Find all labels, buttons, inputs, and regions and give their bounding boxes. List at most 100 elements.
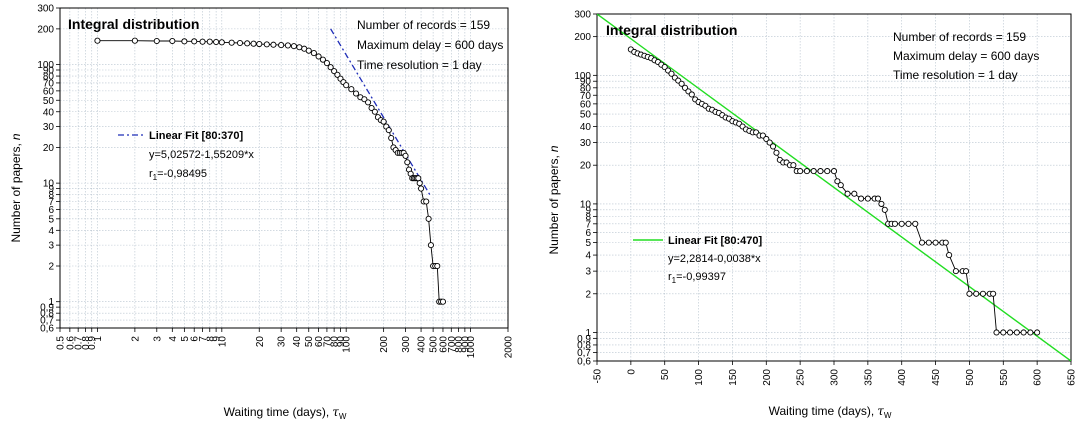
left-y-tick-label: 1 [48,297,54,308]
left-y-tick-label: 50 [43,96,55,107]
left-data-point [206,38,213,45]
left-x-tick-label: 30 [277,336,288,348]
right-data-point [1020,329,1027,336]
left-fit-line [330,28,431,195]
left-grid [59,7,509,329]
left-fit-line-segment [330,28,431,195]
left-data-point [439,298,447,305]
right-x-tick-label: 650 [1067,369,1078,386]
right-fit-line-segment [597,14,1071,361]
right-data-point [824,168,831,175]
left-data-point [218,39,225,46]
left-info-resolution: Time resolution = 1 day [357,58,482,72]
right-y-tick-label: 30 [580,138,592,149]
right-data-point [851,190,858,197]
left-data-point [94,37,101,44]
right-y-tick-label: 80 [580,83,592,94]
right-chart-panel: 0,60,70,80,91234567891020304050607080901… [547,10,1078,421]
left-data-point [270,41,277,48]
right-y-tick-label: 90 [580,77,592,88]
right-data-point [858,195,865,202]
left-y-tick-label: 0,6 [40,324,54,335]
right-legend: Linear Fit [80:470] y=2,2814-0,0038*x r1… [633,235,762,285]
right-data-point [830,168,838,175]
left-x-tick-label: 0.6 [65,336,76,350]
right-y-tick-label: 0,8 [577,340,591,351]
right-y-axis-title: Number of papers,n [547,145,561,254]
left-y-tick-label: 5 [48,214,54,225]
right-data-point [952,268,959,275]
right-y-tick-label: 2 [585,289,591,300]
left-data-point [380,118,387,125]
right-data-point [990,290,997,297]
right-data-point [878,200,885,207]
left-data-point [290,43,297,50]
right-x-tick-label: 600 [1033,369,1044,386]
right-data-point [1013,329,1020,336]
left-data-point [415,175,422,182]
left-x-tick-label: 10 [217,336,228,348]
left-y-tick-label: 0,9 [40,303,54,314]
left-fit-r: r1=-0,98495 [149,168,207,182]
left-x-tick-label: 90 [336,336,347,348]
right-chart-title: Integral distribution [606,22,737,38]
left-x-tick-label: 500 [429,336,440,353]
left-data-point [315,53,322,60]
left-data-point [250,40,257,47]
left-axis-ticks: 0,60,70,80,91234567891020304050607080901… [37,4,514,359]
left-data-point [388,135,395,142]
left-y-tick-label: 3 [48,241,54,252]
left-data-point [334,71,341,78]
left-x-tick-label: 1 [93,336,104,342]
left-y-tick-label: 10 [43,179,55,190]
left-data-point [434,262,441,270]
left-data-point [418,185,425,192]
left-data-point [352,90,360,97]
right-data-point [864,195,871,202]
left-x-tick-label: 4 [168,336,179,342]
left-x-tick-label: 300 [401,336,412,353]
left-y-tick-label: 100 [37,60,54,71]
right-data-point [688,91,695,98]
left-data-point [284,42,291,49]
right-y-tick-label: 1 [585,328,591,339]
right-data-point [918,239,926,246]
left-info-records: Number of records = 159 [357,18,490,32]
left-data-point [425,215,432,222]
left-y-tick-label: 30 [43,122,55,133]
right-y-tick-label: 4 [585,251,591,262]
left-legend-name: Linear Fit [80:370] [149,130,243,142]
right-x-tick-label: 450 [931,369,942,386]
right-data-point [1034,329,1041,336]
right-x-tick-label: 0 [626,369,637,375]
left-info-max-delay: Maximum delay = 600 days [357,38,503,52]
right-data-point [770,143,777,150]
left-data-point [319,56,326,63]
right-data-point [905,220,912,227]
left-data-points [94,37,447,305]
right-y-tick-label: 9 [585,205,591,216]
right-x-tick-label: -50 [593,369,604,384]
left-y-tick-label: 6 [48,205,54,216]
left-data-point [153,37,160,45]
right-y-tick-label: 20 [580,161,592,172]
right-y-tick-label: 3 [585,267,591,278]
right-data-point [962,268,970,275]
right-y-tick-label: 6 [585,228,591,239]
left-y-tick-label: 40 [43,107,55,118]
left-data-point [331,68,338,75]
left-y-tick-label: 2 [48,262,54,273]
right-y-tick-label: 8 [585,212,591,223]
left-data-point [427,242,434,249]
left-y-axis-title: Number of papers,n [9,133,23,242]
left-data-point [423,198,430,205]
right-data-point [942,239,949,246]
left-data-point [385,127,392,134]
left-x-tick-label: 0.9 [87,336,98,350]
right-y-tick-label: 7 [585,219,591,230]
right-x-tick-label: 550 [999,369,1010,386]
right-data-point [993,329,1000,336]
right-data-point [810,168,817,175]
left-legend: Linear Fit [80:370] y=5,02572-1,55209*x … [118,130,254,182]
left-data-point [228,39,235,46]
